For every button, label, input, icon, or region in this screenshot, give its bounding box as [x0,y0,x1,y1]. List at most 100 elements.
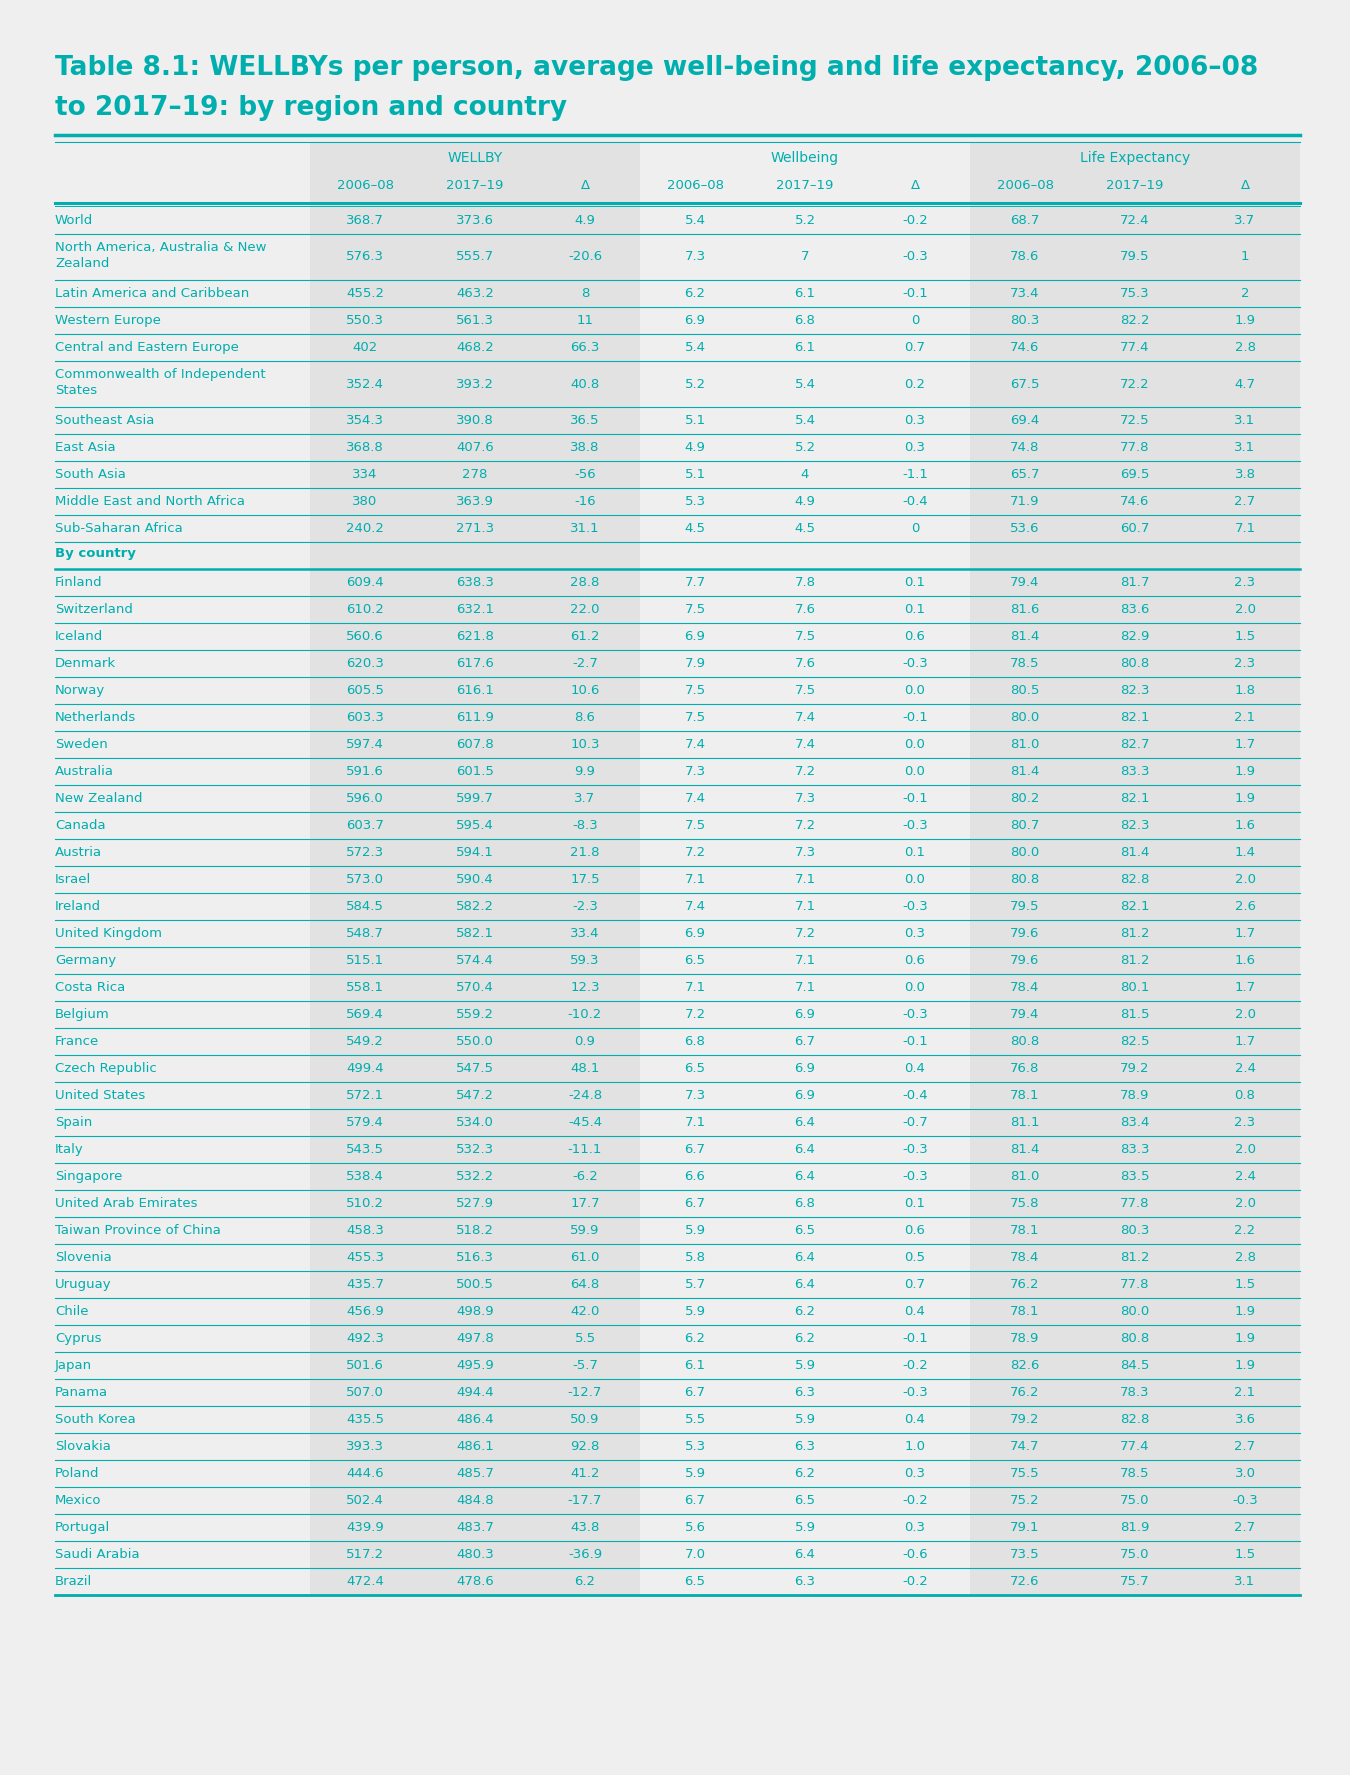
Text: 8.6: 8.6 [575,712,595,724]
Text: 2006–08: 2006–08 [336,179,393,192]
Text: By country: By country [55,547,136,559]
Text: 6.1: 6.1 [684,1360,706,1372]
Text: 6.7: 6.7 [684,1386,706,1399]
Text: 0.7: 0.7 [904,1278,926,1290]
Text: 373.6: 373.6 [456,215,494,227]
Text: 499.4: 499.4 [346,1061,383,1076]
Text: Canada: Canada [55,818,105,832]
Text: 549.2: 549.2 [346,1035,383,1047]
Text: 7.4: 7.4 [684,792,706,806]
Text: 79.5: 79.5 [1120,250,1150,263]
Text: 599.7: 599.7 [456,792,494,806]
Text: Zealand: Zealand [55,257,109,270]
Text: 68.7: 68.7 [1010,215,1040,227]
Text: 573.0: 573.0 [346,873,383,886]
Text: Switzerland: Switzerland [55,604,132,616]
Text: 82.9: 82.9 [1120,630,1150,643]
Text: -36.9: -36.9 [568,1548,602,1560]
Text: Poland: Poland [55,1466,100,1480]
Text: 2.7: 2.7 [1234,1440,1256,1454]
Text: -20.6: -20.6 [568,250,602,263]
Text: 7.4: 7.4 [795,738,815,751]
Text: 3.1: 3.1 [1234,1574,1256,1589]
Text: 616.1: 616.1 [456,683,494,698]
Text: 4.9: 4.9 [684,440,706,454]
Text: 4.9: 4.9 [575,215,595,227]
Text: 83.5: 83.5 [1120,1170,1150,1182]
Text: Cyprus: Cyprus [55,1331,101,1345]
Text: 1.6: 1.6 [1234,953,1256,967]
Text: 10.6: 10.6 [570,683,599,698]
Text: 2.8: 2.8 [1234,1251,1256,1264]
Text: 603.7: 603.7 [346,818,383,832]
Text: 0.0: 0.0 [904,683,926,698]
Text: 1.5: 1.5 [1234,1278,1256,1290]
Text: 2.8: 2.8 [1234,341,1256,353]
Text: 7.1: 7.1 [684,982,706,994]
Text: 6.9: 6.9 [795,1008,815,1021]
Text: 6.7: 6.7 [795,1035,815,1047]
Text: 590.4: 590.4 [456,873,494,886]
Text: 507.0: 507.0 [346,1386,383,1399]
Text: 484.8: 484.8 [456,1495,494,1507]
Text: 7.1: 7.1 [684,873,706,886]
Text: 4.7: 4.7 [1234,378,1256,390]
Text: 78.4: 78.4 [1010,1251,1040,1264]
Text: 0.9: 0.9 [575,1035,595,1047]
Text: Latin America and Caribbean: Latin America and Caribbean [55,288,250,300]
Text: 0.1: 0.1 [904,847,926,859]
Text: 532.3: 532.3 [456,1143,494,1156]
Text: 5.3: 5.3 [684,495,706,508]
Text: 463.2: 463.2 [456,288,494,300]
Text: Life Expectancy: Life Expectancy [1080,151,1191,165]
Text: 81.4: 81.4 [1120,847,1150,859]
Text: 2.0: 2.0 [1234,1143,1256,1156]
Text: 240.2: 240.2 [346,522,383,534]
Text: Slovakia: Slovakia [55,1440,111,1454]
Text: United States: United States [55,1090,146,1102]
Text: 53.6: 53.6 [1010,522,1040,534]
Text: 0.6: 0.6 [904,630,926,643]
Text: 7.0: 7.0 [684,1548,706,1560]
Text: 621.8: 621.8 [456,630,494,643]
Text: 393.2: 393.2 [456,378,494,390]
Text: Japan: Japan [55,1360,92,1372]
Text: 2.4: 2.4 [1234,1170,1256,1182]
Text: 3.8: 3.8 [1234,469,1256,481]
Text: 78.1: 78.1 [1010,1090,1040,1102]
Text: 40.8: 40.8 [570,378,599,390]
Text: 6.3: 6.3 [795,1440,815,1454]
Text: 6.4: 6.4 [795,1116,815,1129]
Text: 31.1: 31.1 [570,522,599,534]
Text: Δ: Δ [580,179,590,192]
Text: 516.3: 516.3 [456,1251,494,1264]
Text: 597.4: 597.4 [346,738,383,751]
Text: 82.6: 82.6 [1010,1360,1040,1372]
Text: 11: 11 [576,314,594,327]
Text: 7.9: 7.9 [684,657,706,669]
Text: 7.1: 7.1 [794,982,815,994]
Text: -0.1: -0.1 [902,792,927,806]
Text: 77.8: 77.8 [1120,1278,1150,1290]
Text: 81.4: 81.4 [1010,765,1040,777]
Text: -0.3: -0.3 [902,1008,927,1021]
Text: 0: 0 [911,314,919,327]
Text: 455.2: 455.2 [346,288,383,300]
Text: 7.1: 7.1 [684,1116,706,1129]
Text: Wellbeing: Wellbeing [771,151,840,165]
Text: 81.6: 81.6 [1010,604,1040,616]
Text: Czech Republic: Czech Republic [55,1061,157,1076]
Text: -11.1: -11.1 [568,1143,602,1156]
Text: 6.4: 6.4 [795,1251,815,1264]
Text: 7.5: 7.5 [684,604,706,616]
Text: -0.4: -0.4 [902,495,927,508]
Text: 494.4: 494.4 [456,1386,494,1399]
Text: 76.2: 76.2 [1010,1386,1040,1399]
Text: 0.3: 0.3 [904,1466,926,1480]
Text: 6.4: 6.4 [795,1278,815,1290]
Text: 6.1: 6.1 [795,288,815,300]
Text: 380: 380 [352,495,378,508]
Text: 6.3: 6.3 [795,1574,815,1589]
Text: 72.2: 72.2 [1120,378,1150,390]
Text: 82.2: 82.2 [1120,314,1150,327]
